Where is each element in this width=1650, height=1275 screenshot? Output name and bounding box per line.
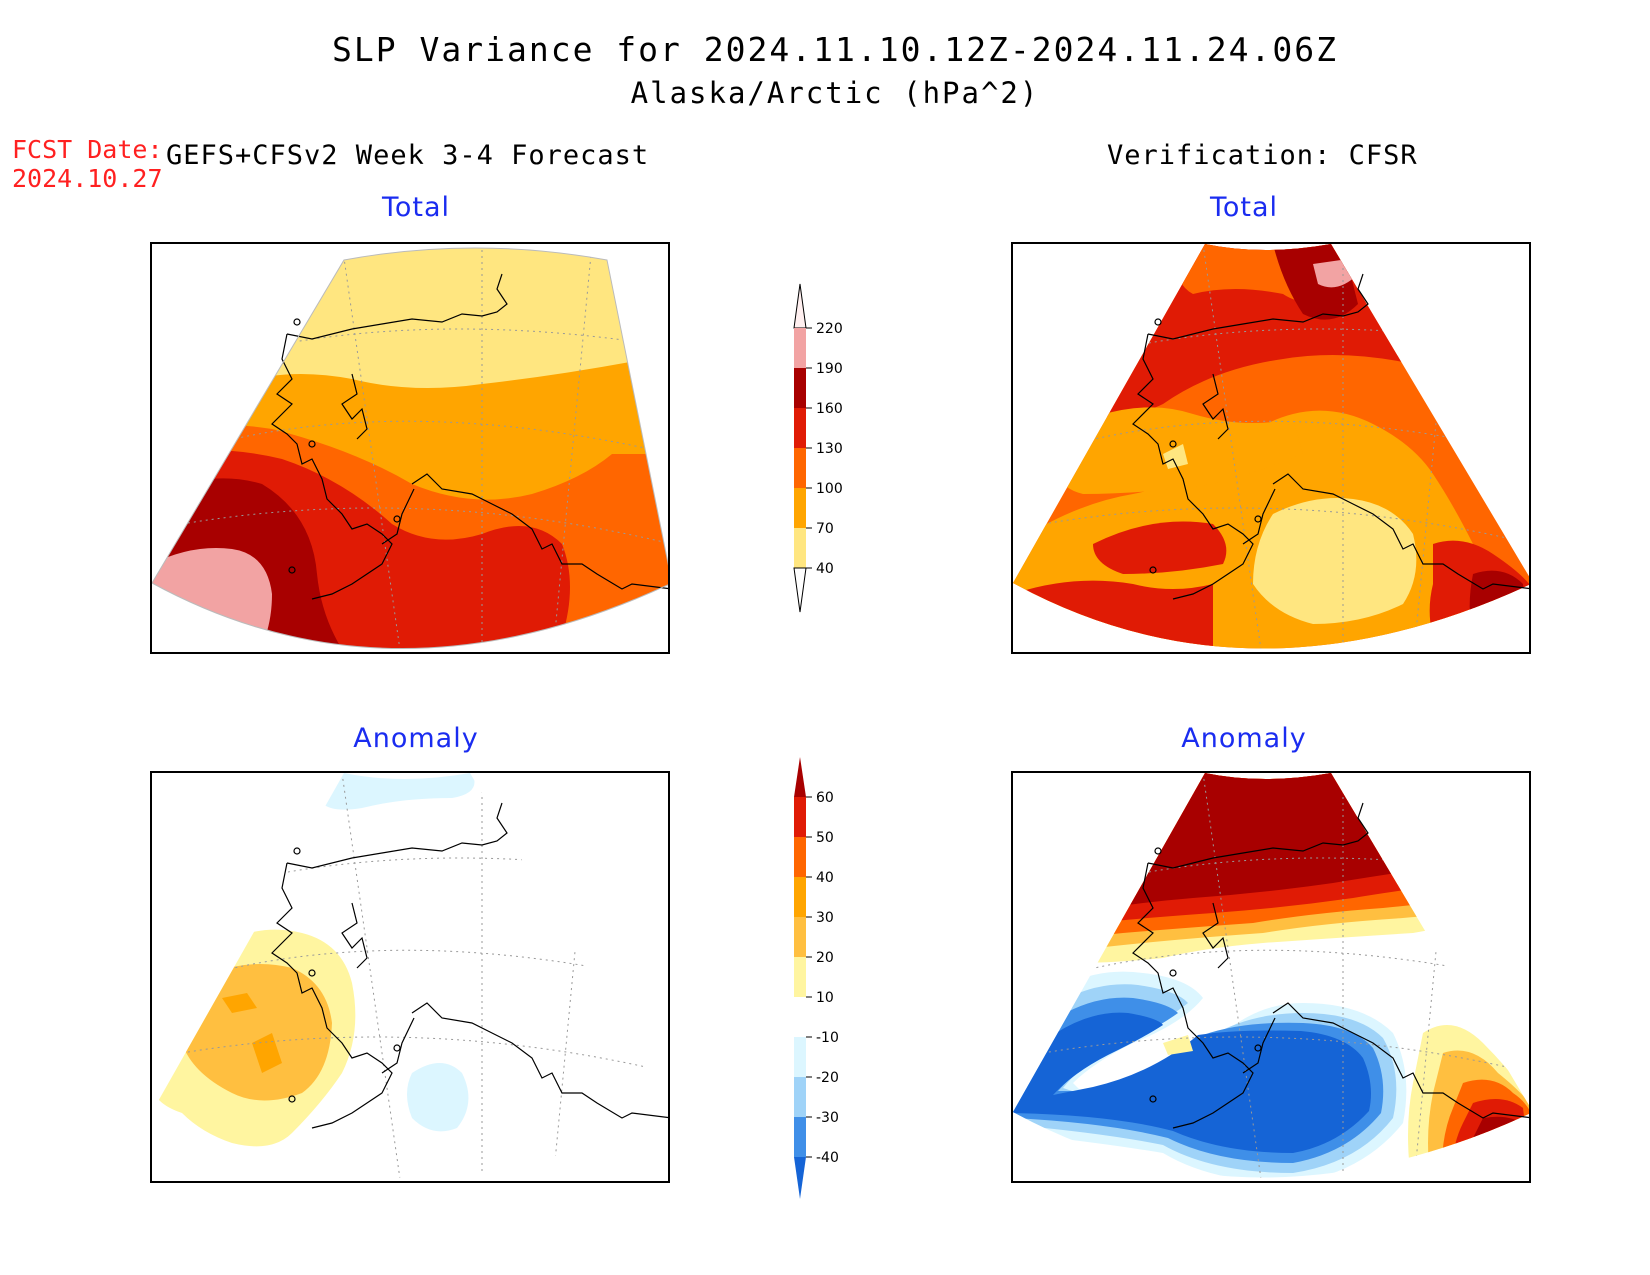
cb-total-label-130: 130	[816, 441, 843, 457]
cb-total-label-220: 220	[816, 321, 843, 337]
cb-total-label-100: 100	[816, 481, 843, 497]
cb-total-label-160: 160	[816, 401, 843, 417]
cb-anom-label-60: 60	[816, 790, 834, 806]
cb-total-label-40: 40	[816, 561, 834, 577]
forecast-date-label: FCST Date:	[12, 135, 163, 164]
verification-label: Verification: CFSR	[1107, 140, 1418, 171]
panel-title-verification-total: Total	[1209, 192, 1279, 223]
cb-anom-label-neg20: -20	[816, 1070, 839, 1086]
map-verification-anomaly	[1011, 771, 1531, 1183]
panel-title-forecast-total: Total	[381, 192, 451, 223]
map-verification-anomaly-svg	[1013, 773, 1529, 1178]
cb-anom-label-neg30: -30	[816, 1110, 839, 1126]
figure-subtitle: Alaska/Arctic (hPa^2)	[630, 76, 1040, 110]
cb-total-label-70: 70	[816, 521, 834, 537]
cb-total-label-190: 190	[816, 361, 843, 377]
cb-anom-label-neg40: -40	[816, 1150, 839, 1166]
model-label: GEFS+CFSv2 Week 3-4 Forecast	[166, 140, 650, 171]
cb-anom-label-50: 50	[816, 830, 834, 846]
colorbar-anomaly-svg: 60 50 40 30 20 10 -10 -20 -30 -40	[794, 757, 839, 1199]
map-verification-total-svg	[1013, 244, 1529, 649]
cb-anom-label-neg10: -10	[816, 1030, 839, 1046]
cb-anom-label-20: 20	[816, 950, 834, 966]
colorbar-total: 220 190 160 130 100 70 40	[790, 280, 870, 624]
panel-title-forecast-anomaly: Anomaly	[353, 723, 479, 754]
colorbar-anomaly: 60 50 40 30 20 10 -10 -20 -30 -40	[790, 755, 870, 1209]
cb-anom-label-40: 40	[816, 870, 834, 886]
cb-anom-label-30: 30	[816, 910, 834, 926]
map-forecast-total	[150, 242, 670, 654]
map-forecast-anomaly	[150, 771, 670, 1183]
forecast-date-value: 2024.10.27	[12, 164, 163, 193]
map-forecast-total-svg	[152, 247, 668, 649]
cb-anom-label-10: 10	[816, 990, 834, 1006]
panel-title-verification-anomaly: Anomaly	[1181, 723, 1307, 754]
forecast-date-block: FCST Date: 2024.10.27	[12, 135, 163, 193]
figure-title: SLP Variance for 2024.11.10.12Z-2024.11.…	[332, 30, 1338, 69]
map-verification-total	[1011, 242, 1531, 654]
map-forecast-anomaly-svg	[152, 773, 668, 1178]
colorbar-total-svg: 220 190 160 130 100 70 40	[793, 283, 843, 613]
